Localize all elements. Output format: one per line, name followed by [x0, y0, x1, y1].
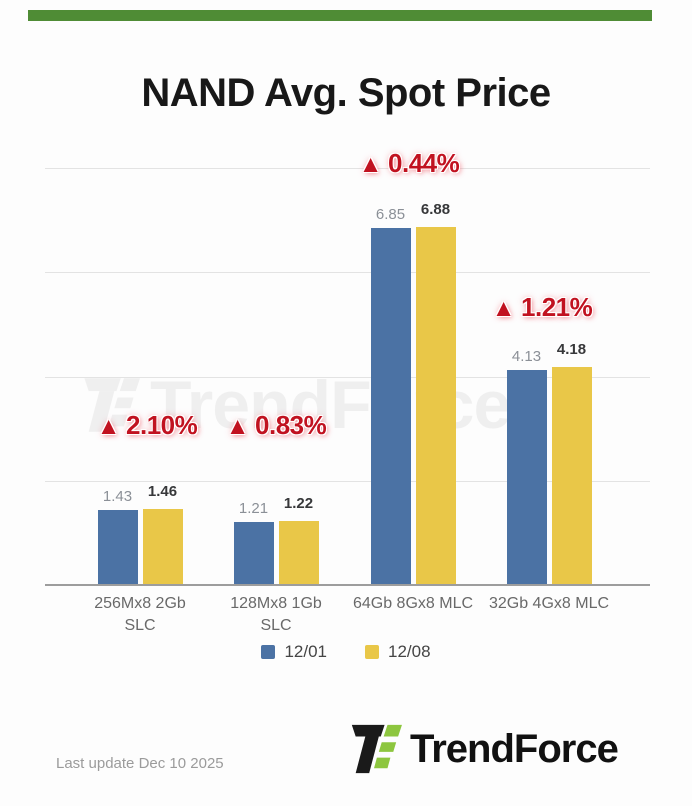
- category-label: 128Mx8 1Gb SLC: [230, 595, 322, 634]
- bar-12/08: [551, 367, 592, 585]
- value-label: 6.88: [420, 200, 451, 218]
- legend-swatch-blue: [261, 645, 276, 659]
- legend-label: 12/01: [284, 642, 327, 661]
- legend-item-1201: 12/01: [261, 642, 327, 662]
- page-title: NAND Avg. Spot Price: [141, 70, 551, 115]
- value-label: 4.18: [556, 341, 587, 359]
- change-label: ▲ 0.44%: [359, 148, 460, 179]
- bar-12/08: [278, 521, 319, 585]
- last-update-text: Last update Dec 10 2025: [56, 755, 224, 772]
- change-percent: 1.21%: [521, 292, 593, 322]
- category-label: 32Gb 4Gx8 MLC: [488, 595, 610, 612]
- gridline: [45, 272, 650, 274]
- legend-item-1208: 12/08: [365, 642, 431, 662]
- value-label: 1.21: [238, 499, 269, 517]
- bar-12/01: [97, 510, 138, 585]
- category-label: 64Gb 8Gx8 MLC: [352, 595, 474, 612]
- category-label: 256Mx8 2Gb SLC: [94, 595, 186, 634]
- value-label: 1.43: [102, 488, 133, 506]
- gridline: [45, 376, 650, 378]
- trendforce-logo-icon: [351, 724, 402, 774]
- up-triangle-icon: ▲: [358, 151, 383, 178]
- change-label: ▲ 0.83%: [226, 410, 327, 441]
- bar-12/08: [142, 508, 183, 585]
- watermark-text: TrendForce: [150, 367, 511, 443]
- value-label: 6.85: [375, 206, 406, 224]
- legend-label: 12/08: [388, 642, 431, 661]
- change-percent: 0.83%: [255, 410, 327, 440]
- trendforce-logo: TrendForce: [346, 722, 619, 776]
- x-axis-line: [45, 584, 650, 586]
- up-triangle-icon: ▲: [96, 413, 121, 440]
- bar-12/08: [415, 226, 456, 585]
- bar-12/01: [233, 521, 274, 585]
- up-triangle-icon: ▲: [491, 295, 516, 322]
- value-label: 4.13: [511, 347, 542, 365]
- change-label: ▲ 2.10%: [97, 410, 198, 441]
- gridline: [45, 168, 650, 170]
- change-percent: 2.10%: [126, 410, 198, 440]
- up-triangle-icon: ▲: [225, 413, 250, 440]
- change-percent: 0.44%: [388, 148, 460, 178]
- value-label: 1.22: [283, 495, 314, 513]
- legend-swatch-yellow: [365, 645, 379, 659]
- change-label: ▲ 1.21%: [492, 292, 593, 323]
- legend: 12/01 12/08: [0, 642, 692, 662]
- gridline: [45, 480, 650, 482]
- brand-name: TrendForce: [410, 726, 619, 771]
- bar-12/01: [506, 369, 547, 585]
- bar-12/01: [370, 228, 411, 585]
- top-accent-bar: [28, 10, 652, 21]
- value-label: 1.46: [147, 482, 178, 500]
